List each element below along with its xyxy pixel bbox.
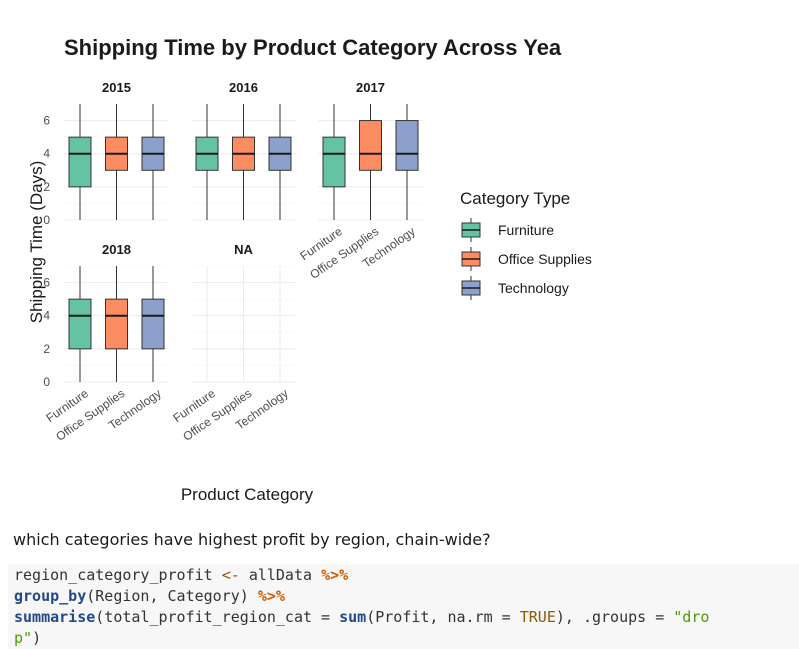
code-args: (Profit, na.rm = [366,608,520,626]
code-variable: region_category_profit [14,566,213,584]
boxplot-chart: Shipping Time by Product Category Across… [27,35,592,504]
code-constant: TRUE [519,608,556,626]
facet-strip-label: 2018 [102,242,131,257]
y-tick-label: 2 [43,180,50,194]
legend-label: Technology [498,280,569,296]
code-pipe-operator: %>% [321,566,349,584]
legend-item: Technology [461,276,569,300]
code-line-4: p") [14,629,41,647]
y-tick-label: 6 [43,114,50,128]
y-tick-label: 2 [43,342,50,356]
legend-item: Furniture [461,218,554,242]
code-pipe-operator: %>% [257,587,285,605]
code-assign-operator: <- [221,566,240,584]
legend-title: Category Type [460,189,570,208]
code-args: ) [32,629,42,647]
code-args: ), .groups = [555,608,674,626]
y-tick-label: 0 [43,375,50,389]
code-block: region_category_profit <- allData %>% gr… [8,564,799,649]
code-string: "dro [673,608,710,626]
code-line-3: summarise(total_profit_region_cat = sum(… [14,608,709,626]
box [141,298,165,350]
y-tick-label: 4 [43,309,50,323]
legend-item: Office Supplies [461,247,592,271]
y-tick-label: 6 [43,276,50,290]
facet-strip-label: 2017 [356,80,385,95]
code-object: allData [248,566,313,584]
code-line-1: region_category_profit <- allData %>% [14,566,348,584]
facet-panel: 2016 [191,80,296,221]
legend-label: Office Supplies [498,251,592,267]
facet-strip-label: NA [234,242,253,257]
question-text: which categories have highest profit by … [13,530,491,549]
code-function: summarise [14,608,96,626]
y-axis-label: Shipping Time (Days) [27,161,46,324]
y-tick-label: 4 [43,147,50,161]
box [68,136,92,188]
legend-label: Furniture [498,222,554,238]
box [105,298,128,350]
facet-strip-label: 2016 [229,80,258,95]
chart-area: Shipping Time by Product Category Across… [27,35,592,504]
code-string: p" [14,629,33,647]
code-args: (Region, Category) [86,587,258,605]
code-function: sum [339,608,367,626]
facet-panel: 2015 0 2 4 6 [43,80,169,227]
x-axis-label: Product Category [181,485,314,504]
facet-strip-label: 2015 [102,80,131,95]
chart-title: Shipping Time by Product Category Across… [64,35,562,60]
code-args: (total_profit_region_cat = [95,608,340,626]
code-function: group_by [14,587,87,605]
box [322,136,346,188]
box [68,298,92,350]
box [395,120,419,171]
y-tick-label: 0 [43,213,50,227]
box [359,120,382,171]
code-line-2: group_by(Region, Category) %>% [14,587,285,605]
